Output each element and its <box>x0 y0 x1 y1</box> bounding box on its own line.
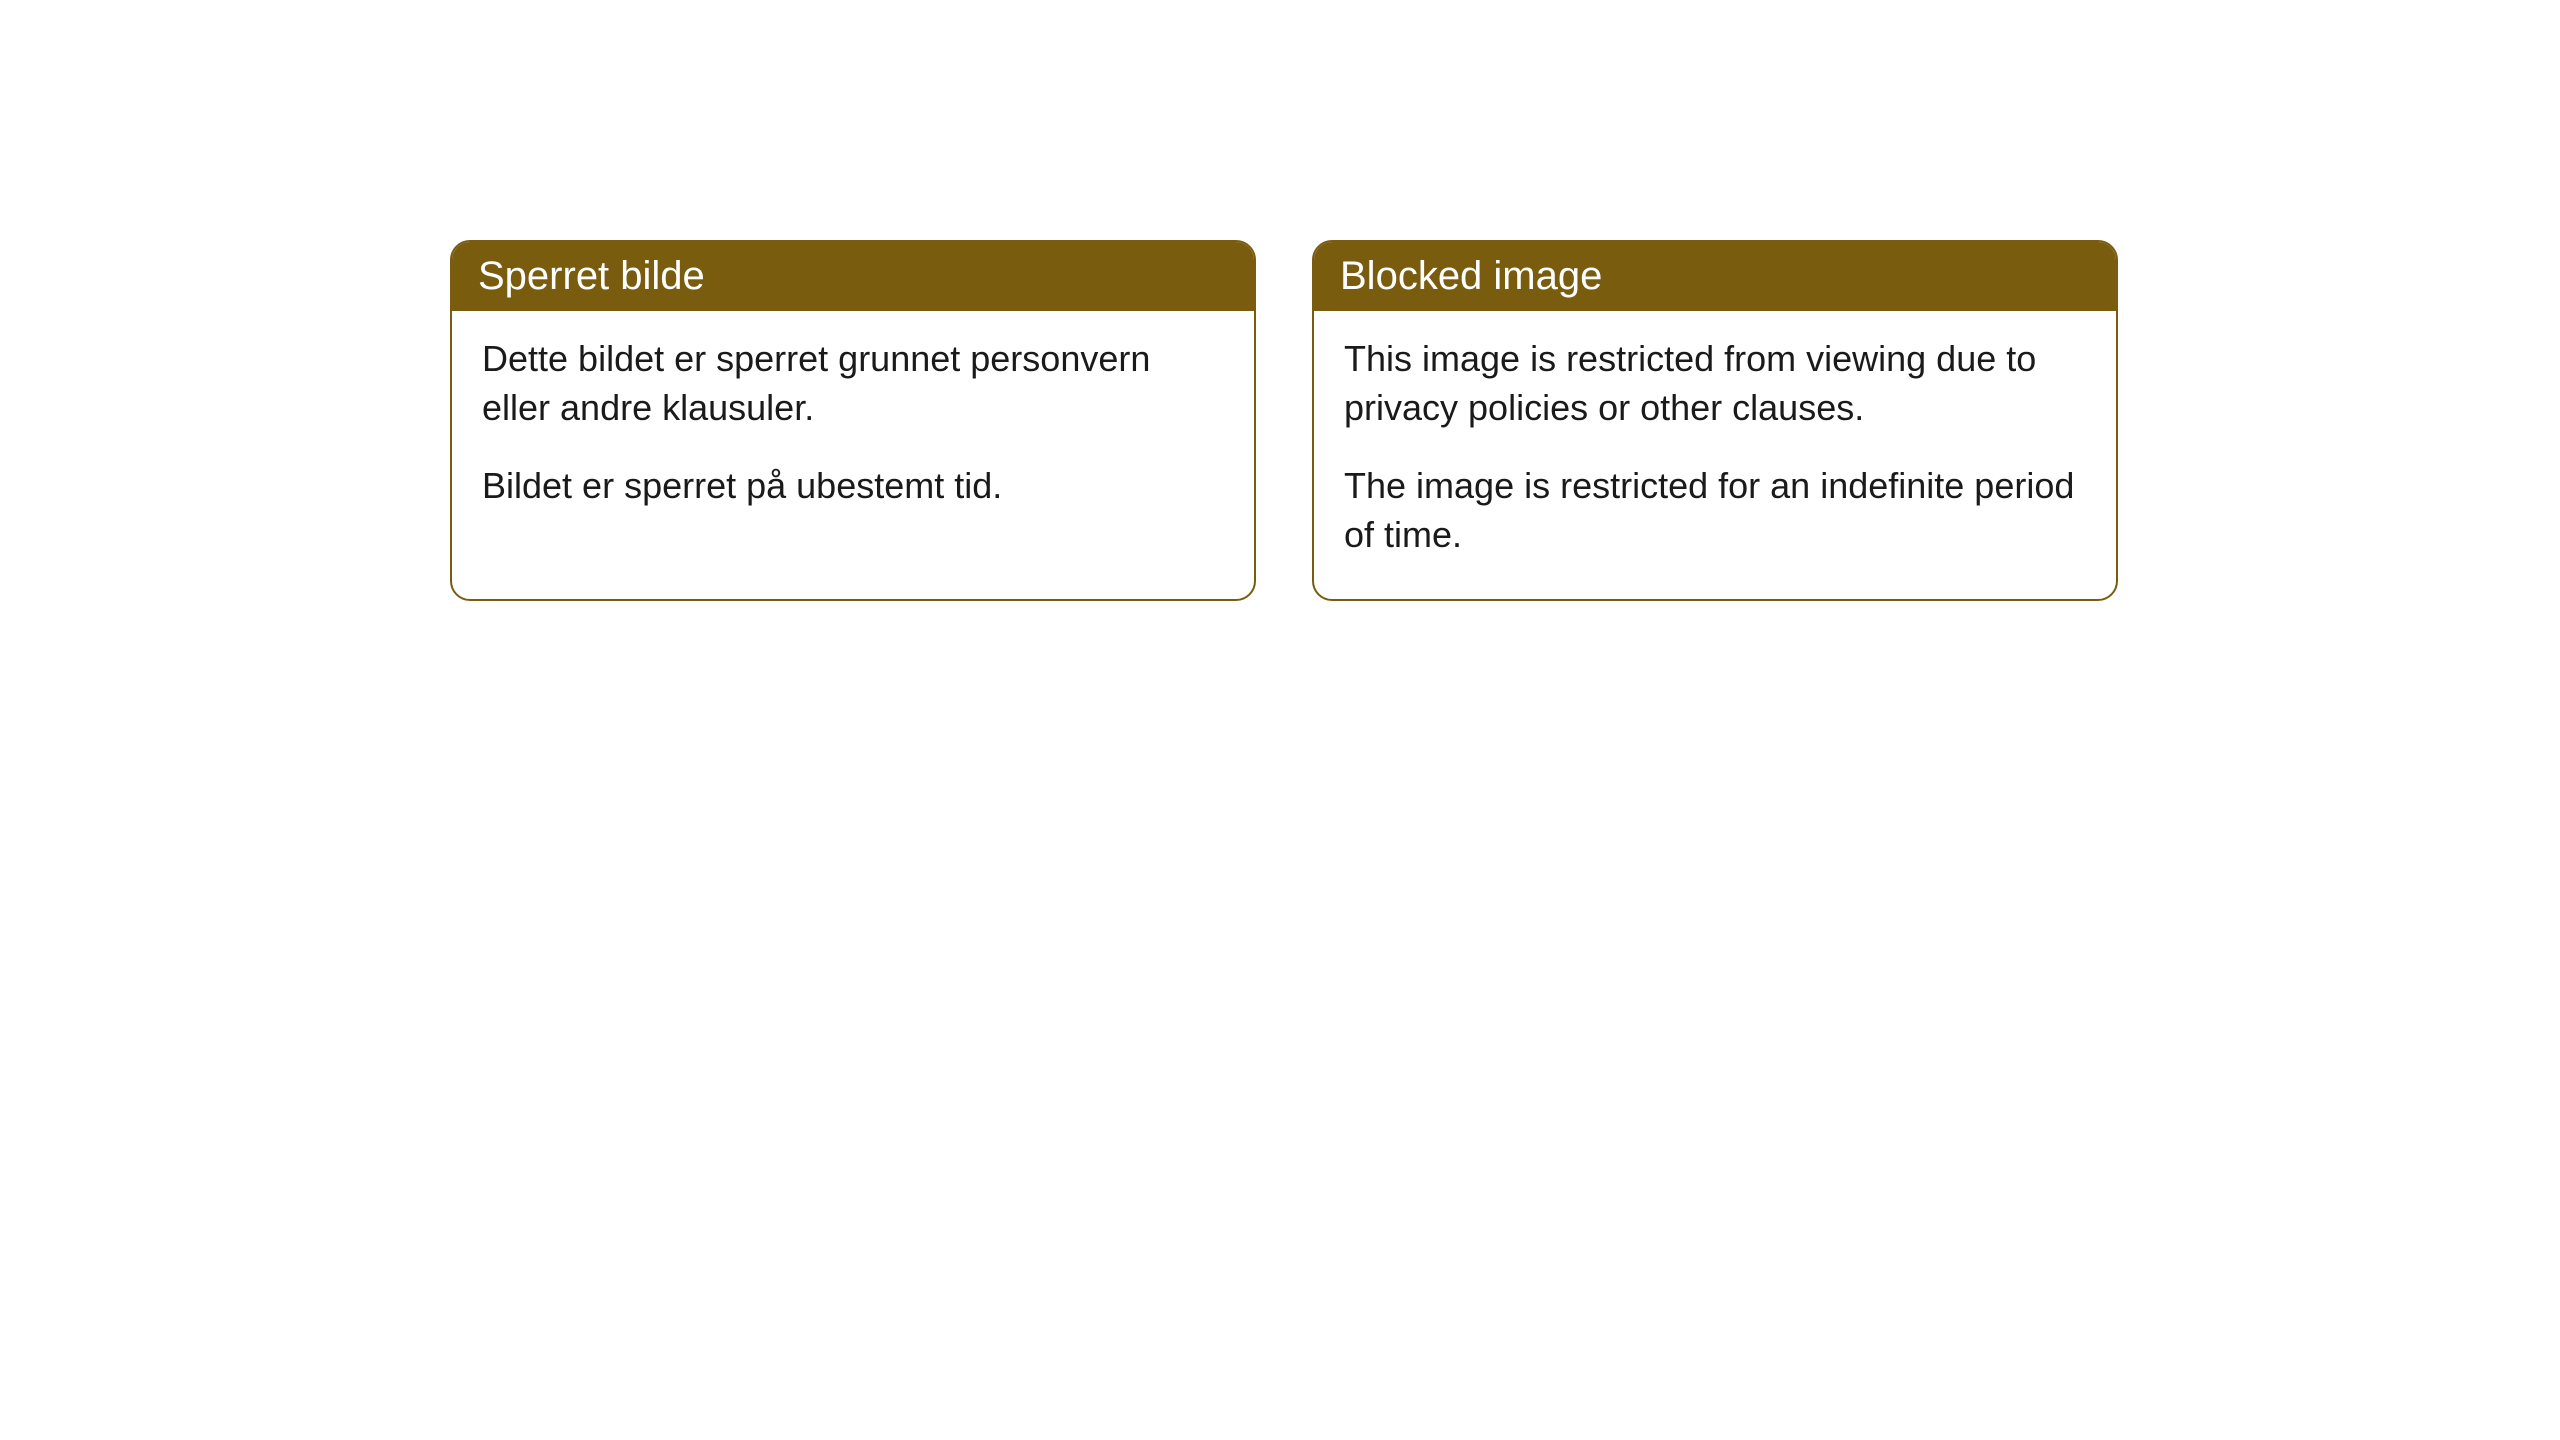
card-header-english: Blocked image <box>1314 242 2116 311</box>
card-paragraph-1-english: This image is restricted from viewing du… <box>1344 335 2086 432</box>
card-paragraph-1-norwegian: Dette bildet er sperret grunnet personve… <box>482 335 1224 432</box>
card-paragraph-2-norwegian: Bildet er sperret på ubestemt tid. <box>482 462 1224 511</box>
card-title-norwegian: Sperret bilde <box>478 254 705 298</box>
card-header-norwegian: Sperret bilde <box>452 242 1254 311</box>
blocked-image-card-english: Blocked image This image is restricted f… <box>1312 240 2118 601</box>
card-title-english: Blocked image <box>1340 254 1602 298</box>
notice-cards-container: Sperret bilde Dette bildet er sperret gr… <box>450 240 2118 601</box>
card-body-english: This image is restricted from viewing du… <box>1314 311 2116 599</box>
blocked-image-card-norwegian: Sperret bilde Dette bildet er sperret gr… <box>450 240 1256 601</box>
card-body-norwegian: Dette bildet er sperret grunnet personve… <box>452 311 1254 551</box>
card-paragraph-2-english: The image is restricted for an indefinit… <box>1344 462 2086 559</box>
